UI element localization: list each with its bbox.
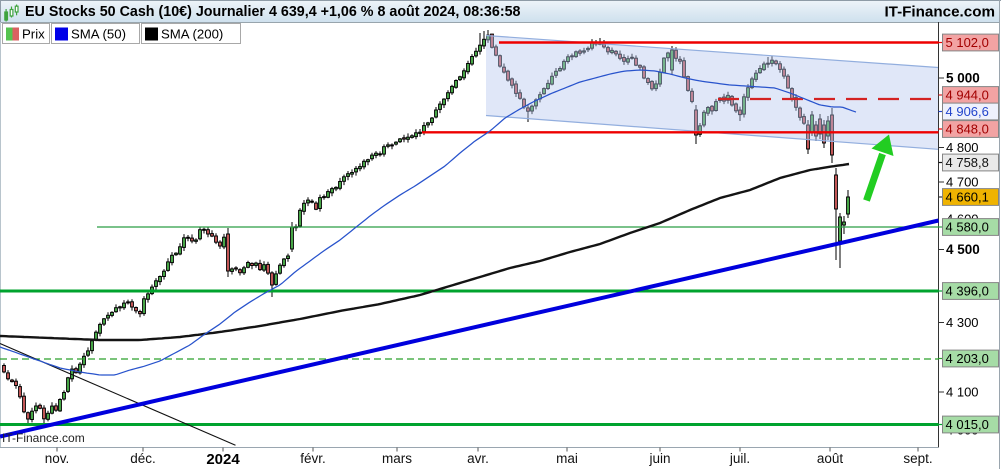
svg-text:4 660,1: 4 660,1 — [946, 190, 989, 205]
svg-text:févr.: févr. — [300, 451, 326, 466]
svg-text:4 300: 4 300 — [946, 315, 979, 330]
svg-text:déc.: déc. — [130, 451, 156, 466]
svg-text:4 015,0: 4 015,0 — [946, 417, 989, 432]
svg-text:4 800: 4 800 — [946, 140, 979, 155]
svg-text:4 500: 4 500 — [946, 242, 980, 257]
svg-text:4 944,0: 4 944,0 — [946, 88, 989, 103]
svg-text:4 758,8: 4 758,8 — [946, 155, 989, 170]
svg-text:4 906,6: 4 906,6 — [946, 104, 989, 119]
svg-text:5 000: 5 000 — [946, 71, 980, 86]
svg-text:avr.: avr. — [467, 451, 489, 466]
svg-text:juil.: juil. — [729, 451, 750, 466]
svg-text:SMA (200): SMA (200) — [161, 27, 223, 42]
svg-text:4 396,0: 4 396,0 — [946, 284, 989, 299]
svg-text:IT-Finance.com: IT-Finance.com — [884, 4, 995, 21]
svg-text:2024: 2024 — [206, 451, 240, 468]
svg-text:Prix: Prix — [22, 27, 45, 42]
svg-text:sept.: sept. — [903, 451, 932, 466]
svg-text:IT-Finance.com: IT-Finance.com — [2, 431, 85, 445]
svg-text:4 203,0: 4 203,0 — [946, 351, 989, 366]
svg-text:EU Stocks 50 Cash (10€) Journa: EU Stocks 50 Cash (10€) Journalier 4 639… — [25, 4, 521, 20]
svg-text:mars: mars — [382, 451, 412, 466]
svg-text:5 102,0: 5 102,0 — [946, 35, 989, 50]
svg-text:4 700: 4 700 — [946, 175, 979, 190]
svg-text:mai: mai — [556, 451, 578, 466]
svg-text:4 100: 4 100 — [946, 385, 979, 400]
svg-text:SMA (50): SMA (50) — [71, 27, 126, 42]
svg-text:4 848,0: 4 848,0 — [946, 122, 989, 137]
svg-text:août: août — [817, 451, 844, 466]
svg-text:juin: juin — [648, 451, 670, 466]
svg-text:nov.: nov. — [45, 451, 70, 466]
svg-text:4 580,0: 4 580,0 — [946, 220, 989, 235]
